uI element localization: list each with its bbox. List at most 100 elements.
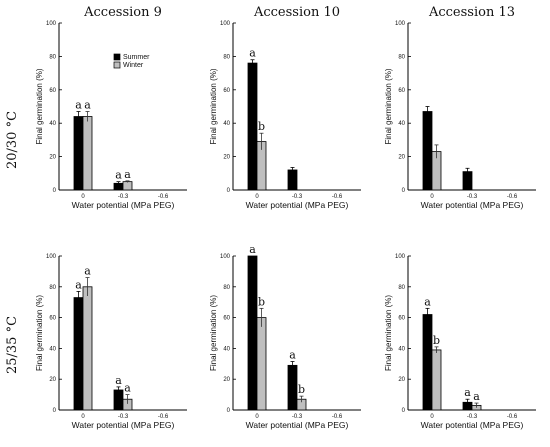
p6-significance-letter: a: [424, 295, 431, 308]
p6-x-tick-label: -0.6: [507, 414, 518, 420]
p5-y-tick-label: 20: [223, 377, 230, 383]
p5-x-tick-label: 0: [255, 414, 259, 420]
p2-y-axis-label: Final germination (%): [209, 68, 218, 144]
p4-x-axis-label: Water potential (MPa PEG): [72, 420, 175, 430]
p2-y-tick-label: 20: [223, 155, 230, 161]
p3-y-tick-label: 40: [398, 121, 405, 127]
p5-x-tick-label: -0.3: [292, 414, 303, 420]
p2-y-tick-label: 40: [223, 121, 230, 127]
p4-y-tick-label: 20: [49, 377, 56, 383]
row-label: 25/35 °C: [5, 316, 20, 374]
p1-bar-winter: [82, 116, 93, 191]
legend-swatch-winter: [113, 61, 121, 69]
p5-y-tick-label: 100: [220, 254, 231, 260]
p1-y-tick-label: 60: [49, 88, 56, 94]
p1-y-tick-label: 100: [46, 21, 57, 27]
p2-bar-summer: [287, 169, 298, 191]
p1-y-tick-label: 80: [49, 54, 56, 60]
p3-x-tick-label: 0: [430, 194, 434, 200]
p1-bar-winter: [122, 181, 133, 191]
p1-x-tick-label: -0.6: [158, 194, 169, 200]
p1-x-axis-label: Water potential (MPa PEG): [72, 200, 175, 210]
p5-significance-letter: b: [258, 295, 265, 308]
p6-y-tick-label: 0: [402, 408, 406, 414]
p6-x-tick-label: -0.3: [467, 414, 478, 420]
p1-x-tick-label: -0.3: [118, 194, 129, 200]
p6-y-tick-label: 100: [395, 254, 406, 260]
p2-significance-letter: b: [258, 120, 265, 133]
p5-y-axis-label: Final germination (%): [209, 295, 218, 371]
p2-x-tick-label: 0: [255, 194, 259, 200]
p1-significance-letter: a: [84, 99, 91, 112]
p1-y-tick-label: 40: [49, 121, 56, 127]
p4-y-tick-label: 0: [53, 408, 57, 414]
p6-y-tick-label: 20: [398, 377, 405, 383]
p4-y-tick-label: 60: [49, 316, 56, 322]
p3-x-axis-label: Water potential (MPa PEG): [421, 200, 524, 210]
p4-significance-letter: a: [115, 374, 122, 387]
p3-bar-summer: [422, 111, 433, 191]
p4-significance-letter: a: [84, 265, 91, 278]
p6-y-tick-label: 80: [398, 285, 405, 291]
p1-significance-letter: a: [124, 168, 131, 181]
p1-y-tick-label: 20: [49, 155, 56, 161]
p1-y-tick-label: 0: [53, 188, 57, 194]
p4-x-tick-label: 0: [81, 414, 85, 420]
p5-significance-letter: a: [249, 243, 256, 256]
p4-bar-summer: [73, 297, 84, 411]
p5-significance-letter: b: [298, 383, 305, 396]
p3-y-axis-label: Final germination (%): [384, 68, 393, 144]
p3-y-tick-label: 0: [402, 188, 406, 194]
p6-bar-summer: [422, 314, 433, 411]
p3-y-tick-label: 100: [395, 21, 406, 27]
p2-significance-letter: a: [249, 47, 256, 60]
p4-y-tick-label: 40: [49, 346, 56, 352]
p3-y-tick-label: 20: [398, 155, 405, 161]
p1-y-axis-label: Final germination (%): [35, 68, 44, 144]
p6-bar-winter: [431, 349, 442, 411]
p5-y-tick-label: 80: [223, 285, 230, 291]
p5-y-tick-label: 40: [223, 346, 230, 352]
p4-y-tick-label: 100: [46, 254, 57, 260]
p4-x-tick-label: -0.3: [118, 414, 129, 420]
p6-x-tick-label: 0: [430, 414, 434, 420]
p4-significance-letter: a: [75, 278, 82, 291]
p5-y-tick-label: 0: [227, 408, 231, 414]
p2-bar-summer: [247, 62, 258, 191]
p4-bar-winter: [82, 286, 93, 411]
p4-y-axis-label: Final germination (%): [35, 295, 44, 371]
p6-y-tick-label: 60: [398, 316, 405, 322]
p4-significance-letter: a: [124, 382, 131, 395]
legend-label-winter: Winter: [123, 62, 144, 69]
p1-title: Accession 9: [83, 5, 162, 20]
p3-x-tick-label: -0.3: [467, 194, 478, 200]
p3-y-tick-label: 80: [398, 54, 405, 60]
p2-y-tick-label: 100: [220, 21, 231, 27]
p1-x-tick-label: 0: [81, 194, 85, 200]
p6-significance-letter: a: [473, 390, 480, 403]
p5-significance-letter: a: [289, 348, 296, 361]
p1-significance-letter: a: [75, 99, 82, 112]
legend-swatch-summer: [113, 53, 121, 61]
p5-bar-winter: [256, 317, 267, 411]
p2-y-tick-label: 0: [227, 188, 231, 194]
p2-y-tick-label: 60: [223, 88, 230, 94]
p5-bar-summer: [247, 255, 258, 411]
p2-x-tick-label: -0.6: [332, 194, 343, 200]
p2-x-tick-label: -0.3: [292, 194, 303, 200]
p5-x-tick-label: -0.6: [332, 414, 343, 420]
p6-significance-letter: b: [433, 334, 440, 347]
p3-x-tick-label: -0.6: [507, 194, 518, 200]
p3-title: Accession 13: [428, 5, 515, 20]
p6-x-axis-label: Water potential (MPa PEG): [421, 420, 524, 430]
p5-bar-summer: [287, 364, 298, 411]
row-label: 20/30 °C: [5, 111, 20, 169]
legend-label-summer: Summer: [123, 54, 150, 61]
p2-title: Accession 10: [253, 5, 340, 20]
p2-x-axis-label: Water potential (MPa PEG): [246, 200, 349, 210]
p5-x-axis-label: Water potential (MPa PEG): [246, 420, 349, 430]
p4-x-tick-label: -0.6: [158, 414, 169, 420]
p1-bar-summer: [73, 116, 84, 191]
p6-y-axis-label: Final germination (%): [384, 295, 393, 371]
